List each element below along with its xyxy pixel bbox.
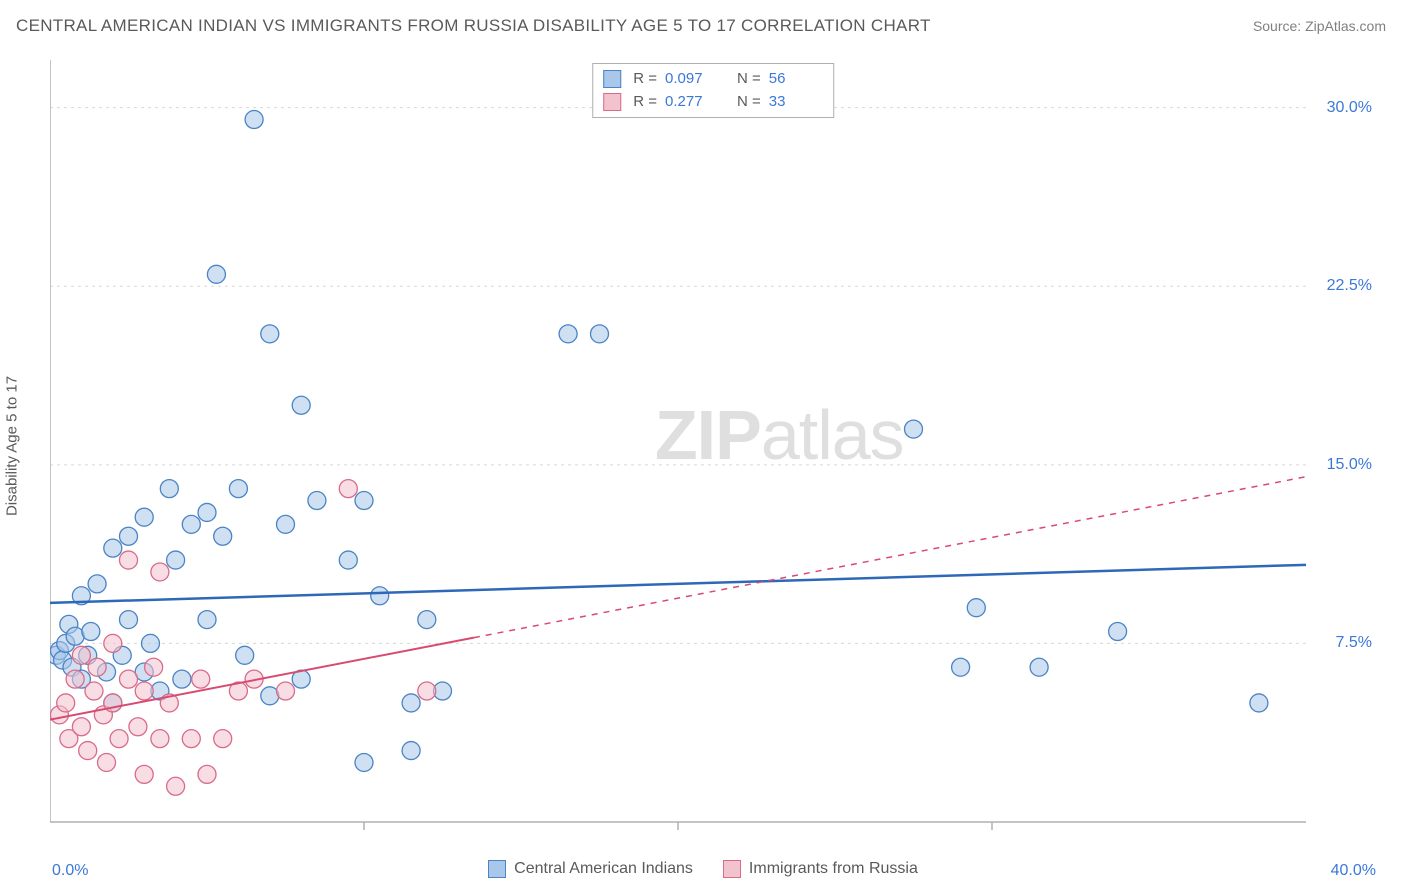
data-point xyxy=(214,730,232,748)
data-point xyxy=(66,670,84,688)
data-point xyxy=(110,730,128,748)
data-point xyxy=(591,325,609,343)
data-point xyxy=(135,682,153,700)
data-point xyxy=(198,503,216,521)
data-point xyxy=(1250,694,1268,712)
data-point xyxy=(79,742,97,760)
stats-legend: R = 0.097 N = 56 R = 0.277 N = 33 xyxy=(592,63,834,118)
data-point xyxy=(277,682,295,700)
n-label: N = xyxy=(737,91,761,114)
data-point xyxy=(905,420,923,438)
stats-row: R = 0.277 N = 33 xyxy=(603,91,823,114)
data-point xyxy=(229,480,247,498)
data-point xyxy=(104,634,122,652)
data-point xyxy=(308,492,326,510)
r-value: 0.277 xyxy=(665,91,719,114)
data-point xyxy=(82,623,100,641)
data-point xyxy=(88,658,106,676)
n-value: 56 xyxy=(769,68,823,91)
data-point xyxy=(418,682,436,700)
data-point xyxy=(182,730,200,748)
y-tick-label: 30.0% xyxy=(1327,99,1372,117)
data-point xyxy=(207,265,225,283)
data-point xyxy=(214,527,232,545)
n-label: N = xyxy=(737,68,761,91)
series-legend: Central American Indians Immigrants from… xyxy=(0,860,1406,878)
y-tick-label: 7.5% xyxy=(1336,634,1372,652)
data-point xyxy=(141,634,159,652)
legend-label: Central American Indians xyxy=(514,860,693,878)
data-point xyxy=(277,515,295,533)
data-point xyxy=(952,658,970,676)
data-point xyxy=(339,551,357,569)
data-point xyxy=(402,694,420,712)
r-value: 0.097 xyxy=(665,68,719,91)
legend-item: Central American Indians xyxy=(488,860,693,878)
data-point xyxy=(418,611,436,629)
data-point xyxy=(292,396,310,414)
data-point xyxy=(98,753,116,771)
n-value: 33 xyxy=(769,91,823,114)
chart-area: ZIPatlas R = 0.097 N = 56 R = 0.277 N = … xyxy=(50,60,1376,842)
data-point xyxy=(182,515,200,533)
swatch-icon xyxy=(603,70,621,88)
data-point xyxy=(1109,623,1127,641)
data-point xyxy=(72,646,90,664)
data-point xyxy=(120,527,138,545)
r-label: R = xyxy=(633,91,657,114)
data-point xyxy=(88,575,106,593)
data-point xyxy=(236,646,254,664)
data-point xyxy=(120,611,138,629)
r-label: R = xyxy=(633,68,657,91)
y-tick-label: 15.0% xyxy=(1327,456,1372,474)
stats-row: R = 0.097 N = 56 xyxy=(603,68,823,91)
data-point xyxy=(198,611,216,629)
data-point xyxy=(129,718,147,736)
data-point xyxy=(245,111,263,129)
data-point xyxy=(135,765,153,783)
data-point xyxy=(85,682,103,700)
trend-line xyxy=(50,565,1306,603)
y-axis-label: Disability Age 5 to 17 xyxy=(4,376,21,516)
data-point xyxy=(261,325,279,343)
data-point xyxy=(120,670,138,688)
data-point xyxy=(151,730,169,748)
data-point xyxy=(104,539,122,557)
data-point xyxy=(402,742,420,760)
legend-label: Immigrants from Russia xyxy=(749,860,918,878)
data-point xyxy=(192,670,210,688)
chart-title: CENTRAL AMERICAN INDIAN VS IMMIGRANTS FR… xyxy=(16,16,931,36)
data-point xyxy=(198,765,216,783)
data-point xyxy=(57,694,75,712)
data-point xyxy=(339,480,357,498)
data-point xyxy=(173,670,191,688)
data-point xyxy=(355,492,373,510)
trend-line-extrapolated xyxy=(474,477,1306,638)
source-link[interactable]: ZipAtlas.com xyxy=(1305,18,1386,34)
data-point xyxy=(145,658,163,676)
data-point xyxy=(135,508,153,526)
data-point xyxy=(167,551,185,569)
y-tick-label: 22.5% xyxy=(1327,277,1372,295)
swatch-icon xyxy=(603,93,621,111)
swatch-icon xyxy=(723,860,741,878)
data-point xyxy=(355,753,373,771)
source-label: Source: xyxy=(1253,18,1305,34)
data-point xyxy=(371,587,389,605)
data-point xyxy=(167,777,185,795)
data-point xyxy=(160,480,178,498)
data-point xyxy=(72,718,90,736)
data-point xyxy=(559,325,577,343)
scatter-plot xyxy=(50,60,1376,842)
source-attribution: Source: ZipAtlas.com xyxy=(1253,18,1386,34)
legend-item: Immigrants from Russia xyxy=(723,860,918,878)
data-point xyxy=(151,563,169,581)
data-point xyxy=(967,599,985,617)
data-point xyxy=(120,551,138,569)
data-point xyxy=(1030,658,1048,676)
swatch-icon xyxy=(488,860,506,878)
